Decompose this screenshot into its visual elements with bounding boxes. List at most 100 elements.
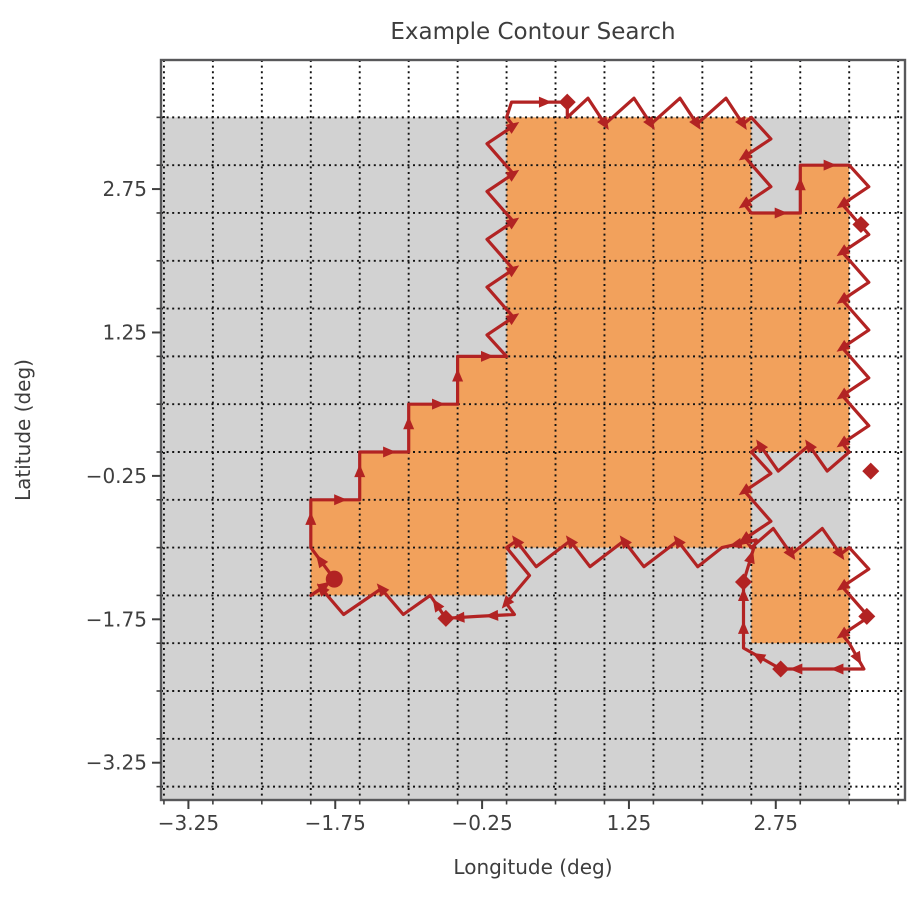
direction-arrow-icon <box>783 546 796 561</box>
contour-region-cell <box>359 451 409 500</box>
y-tick-label: −0.25 <box>86 464 147 488</box>
contour-region-cell <box>604 260 654 309</box>
direction-arrow-icon <box>836 435 851 448</box>
contour-region-cell <box>653 356 703 405</box>
axes-layer: −3.25 −1.75 −0.25 1.25 2.75 −3.25 −1.75 −0.25 1.… <box>86 58 907 835</box>
direction-arrow-icon <box>403 416 415 430</box>
direction-arrow-icon <box>832 546 845 561</box>
contour-region-cell <box>604 117 654 166</box>
contour-region-cell <box>702 404 752 452</box>
contour-region-cell <box>751 308 801 357</box>
contour-region-cell <box>604 308 654 357</box>
axes-frame <box>159 58 907 802</box>
direction-arrow-icon <box>512 535 525 550</box>
direction-arrow-icon <box>836 196 851 209</box>
contour-region-cell <box>506 451 556 500</box>
direction-arrow-icon <box>505 169 520 182</box>
contour-region-cell <box>555 212 605 261</box>
direction-arrow-icon <box>501 595 515 609</box>
direction-arrow-icon <box>597 116 609 130</box>
direction-arrow-icon <box>376 583 390 597</box>
direction-arrow-icon <box>505 122 520 134</box>
direction-arrow-icon <box>485 609 499 621</box>
contour-region-cell <box>555 117 605 166</box>
direction-arrow-icon <box>735 116 747 130</box>
direction-arrow-icon <box>316 554 329 569</box>
direction-arrow-icon <box>744 550 755 565</box>
contour-region-cell <box>506 404 556 452</box>
direction-arrow-icon <box>737 620 749 634</box>
direction-arrow-icon <box>643 116 655 130</box>
direction-arrow-icon <box>836 578 851 591</box>
y-tick-label: −3.25 <box>86 751 147 775</box>
direction-arrow-icon <box>823 159 837 171</box>
direction-arrow-icon <box>836 626 851 639</box>
direction-arrow-icon <box>850 650 862 665</box>
contour-region-cell <box>604 165 654 213</box>
checkpoint-diamond-marker <box>772 660 790 678</box>
direction-arrow-icon <box>836 292 851 304</box>
direction-arrow-icon <box>334 494 348 506</box>
contour-region-cell <box>555 499 605 548</box>
direction-arrow-icon <box>619 535 632 550</box>
contour-region-cell <box>751 260 801 309</box>
checkpoint-diamond-marker <box>558 93 576 111</box>
direction-arrow-icon <box>836 387 851 400</box>
contour-region-cell <box>408 499 458 548</box>
contour-region-cell <box>408 547 458 596</box>
start-point-marker <box>325 570 343 588</box>
plot-title: Example Contour Search <box>390 19 675 45</box>
contour-region-cell <box>506 356 556 405</box>
checkpoint-diamond-marker <box>734 573 752 591</box>
contour-region-cell <box>751 595 801 644</box>
direction-arrow-icon <box>383 446 397 458</box>
checkpoint-diamond-marker <box>862 462 880 480</box>
contour-region-cell <box>653 308 703 357</box>
checkpoint-diamond-marker <box>437 609 455 627</box>
contour-region-cell <box>555 165 605 213</box>
direction-arrow-icon <box>794 177 806 191</box>
direction-arrow-icon <box>689 116 701 130</box>
contour-region-cell <box>653 260 703 309</box>
y-tick-label: 1.25 <box>102 320 147 344</box>
contour-region-cell <box>457 356 507 405</box>
contour-region-cell <box>359 499 409 548</box>
contour-region-cell <box>702 308 752 357</box>
contour-path-layer <box>305 93 880 678</box>
direction-arrow-icon <box>480 350 494 362</box>
contour-region-cell <box>604 499 654 548</box>
contour-region-cell <box>702 212 752 261</box>
y-tick-label: 2.75 <box>102 177 147 201</box>
direction-arrow-icon <box>836 339 851 352</box>
contour-region-cell <box>702 260 752 309</box>
direction-arrow-icon <box>738 196 753 209</box>
contour-region-cell <box>604 451 654 500</box>
contour-region-cell <box>408 451 458 500</box>
grid-layer <box>161 60 905 800</box>
contour-region-cell <box>653 165 703 213</box>
direction-arrow-icon <box>774 207 788 219</box>
contour-region-cell <box>604 212 654 261</box>
contour-region-cell <box>653 212 703 261</box>
direction-arrow-icon <box>673 535 686 550</box>
contour-region-cell <box>555 404 605 452</box>
contour-region-cell <box>702 356 752 405</box>
y-tick-label: −1.75 <box>86 607 147 631</box>
direction-arrow-icon <box>805 439 817 454</box>
contour-region-cell <box>555 308 605 357</box>
direction-arrow-icon <box>738 531 753 543</box>
direction-arrow-icon <box>737 588 749 602</box>
contour-region-cell <box>555 451 605 500</box>
checkpoint-diamond-marker <box>852 215 870 233</box>
contour-region-cell <box>457 499 507 548</box>
contour-region-cell <box>751 212 801 261</box>
direction-arrow-icon <box>316 581 331 594</box>
direction-arrow-icon <box>505 313 520 326</box>
contour-region-cell <box>604 356 654 405</box>
x-tick-label: 1.25 <box>607 811 652 835</box>
direction-arrow-icon <box>752 652 767 665</box>
contour-region-cell <box>408 404 458 452</box>
x-tick-label: −3.25 <box>158 811 219 835</box>
direction-arrow-icon <box>305 511 317 525</box>
